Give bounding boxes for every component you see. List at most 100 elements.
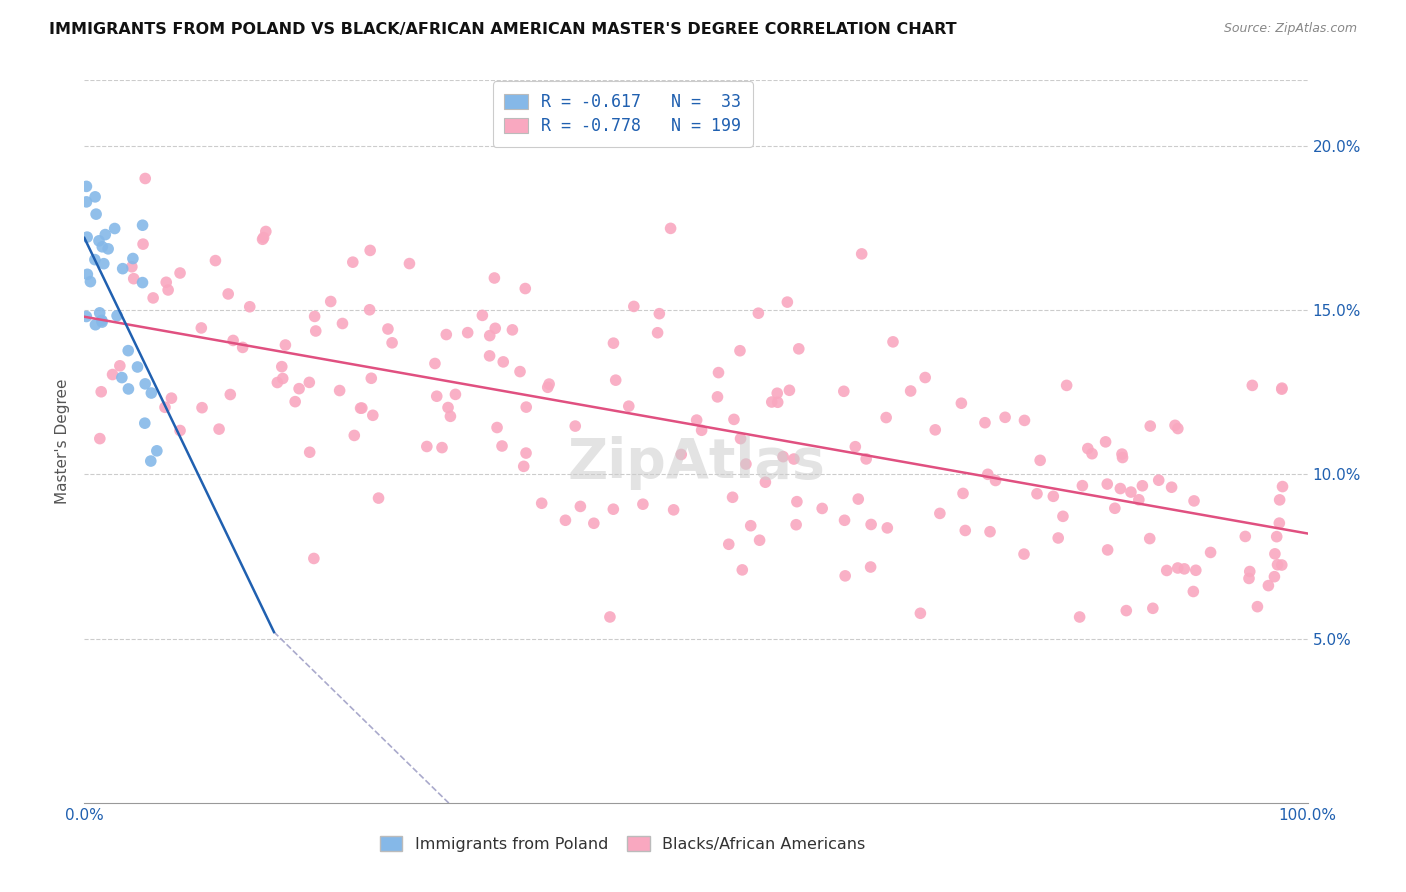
Point (222, 334, 245, 348)
Point (706, 390, 728, 404)
Point (381, 335, 404, 350)
Point (617, 399, 640, 413)
Point (359, 302, 381, 317)
Point (1268, 516, 1291, 530)
Point (832, 384, 855, 399)
Point (1142, 601, 1164, 615)
Point (509, 365, 531, 379)
Point (834, 569, 856, 583)
Point (875, 410, 897, 425)
Point (1130, 479, 1153, 493)
Point (1182, 584, 1205, 599)
Point (169, 424, 191, 438)
Point (859, 560, 882, 574)
Point (122, 271, 145, 285)
Point (659, 221, 682, 235)
Point (772, 450, 794, 464)
Point (1239, 565, 1261, 579)
Point (783, 452, 806, 467)
Point (484, 271, 506, 285)
Point (928, 507, 950, 521)
Point (252, 232, 274, 246)
Point (569, 500, 592, 514)
Point (1069, 610, 1091, 624)
Point (87, 234, 110, 248)
Point (155, 275, 177, 289)
Point (602, 502, 624, 516)
Point (478, 349, 501, 363)
Point (554, 513, 576, 527)
Point (91, 315, 114, 329)
Point (735, 457, 758, 471)
Point (271, 371, 294, 385)
Point (332, 317, 354, 331)
Point (101, 368, 124, 382)
Point (1077, 442, 1099, 456)
Point (491, 439, 513, 453)
Point (239, 300, 262, 314)
Point (76, 268, 98, 282)
Point (1234, 529, 1257, 543)
Point (423, 357, 446, 371)
Point (1109, 482, 1132, 496)
Point (398, 256, 420, 270)
Point (105, 309, 128, 323)
Point (1271, 381, 1294, 395)
Point (104, 221, 127, 235)
Point (648, 307, 671, 321)
Point (444, 387, 467, 401)
Point (1014, 413, 1036, 427)
Point (564, 419, 586, 434)
Legend: Immigrants from Poland, Blacks/African Americans: Immigrants from Poland, Blacks/African A… (371, 829, 873, 860)
Point (994, 410, 1017, 425)
Point (270, 359, 292, 374)
Point (141, 386, 163, 401)
Point (288, 382, 311, 396)
Point (761, 395, 783, 409)
Point (882, 334, 904, 349)
Point (787, 342, 810, 356)
Point (602, 336, 624, 351)
Point (343, 428, 366, 442)
Point (1128, 492, 1150, 507)
Point (1094, 434, 1116, 449)
Point (721, 490, 744, 504)
Point (108, 359, 131, 373)
Point (89, 306, 111, 320)
Point (1268, 492, 1291, 507)
Point (924, 423, 946, 437)
Point (834, 513, 856, 527)
Point (377, 322, 399, 336)
Point (1167, 561, 1189, 575)
Point (204, 253, 226, 268)
Point (1263, 569, 1285, 583)
Point (851, 247, 873, 261)
Point (1026, 487, 1049, 501)
Point (1147, 473, 1170, 487)
Point (754, 475, 776, 490)
Point (1097, 542, 1119, 557)
Point (360, 371, 382, 385)
Point (844, 440, 866, 454)
Point (90, 384, 112, 399)
Point (430, 441, 453, 455)
Point (342, 255, 364, 269)
Point (1265, 530, 1288, 544)
Point (979, 524, 1001, 539)
Point (537, 380, 560, 394)
Point (416, 440, 439, 454)
Point (134, 171, 156, 186)
Point (631, 497, 654, 511)
Point (1047, 531, 1070, 545)
Point (690, 423, 713, 437)
Point (117, 343, 139, 358)
Point (1267, 558, 1289, 572)
Point (876, 521, 898, 535)
Point (1081, 447, 1104, 461)
Point (169, 266, 191, 280)
Point (530, 496, 553, 510)
Point (1185, 563, 1208, 577)
Point (1167, 421, 1189, 435)
Point (1164, 418, 1187, 433)
Point (538, 377, 561, 392)
